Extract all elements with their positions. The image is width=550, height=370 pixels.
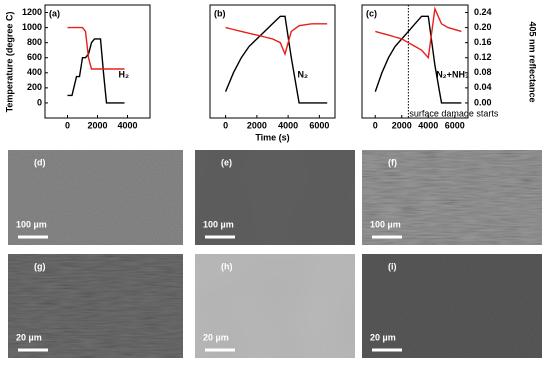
x-tick-label: 0 xyxy=(65,120,70,130)
x-tick-label: 4000 xyxy=(418,120,438,130)
y-tick-label: 0 xyxy=(37,97,42,107)
y2-tick-label: 0.04 xyxy=(474,82,492,92)
scale-text: 20 µm xyxy=(370,332,396,342)
panel-label: (a) xyxy=(49,8,60,18)
micrograph-image xyxy=(362,150,542,245)
y-tick-label: 1000 xyxy=(22,22,42,32)
y2-tick-label: 0.16 xyxy=(474,37,492,47)
x-tick-label: 0 xyxy=(223,120,228,130)
y2-tick-label: 0.12 xyxy=(474,52,492,62)
y2-tick-label: 0.08 xyxy=(474,67,492,77)
panel-label: (b) xyxy=(214,8,226,18)
y2-tick-label: 0.20 xyxy=(474,22,492,32)
gas-label: H₂ xyxy=(119,69,130,79)
panel-label: (c) xyxy=(366,8,377,18)
scale-text: 100 µm xyxy=(16,219,47,229)
gas-label: N₂ xyxy=(298,69,309,79)
data-line xyxy=(375,6,462,60)
data-line xyxy=(225,23,328,57)
micrograph-image xyxy=(362,254,542,358)
scale-text: 100 µm xyxy=(370,219,401,229)
plot-frame xyxy=(361,4,469,119)
plot-frame xyxy=(44,4,151,119)
data-line xyxy=(224,15,328,104)
x-tick-label: 2000 xyxy=(392,120,412,130)
annotation-text: surface damage starts xyxy=(409,108,499,118)
data-line xyxy=(67,38,125,104)
y-axis-label: Temperature (degree C) xyxy=(4,12,14,113)
scale-text: 20 µm xyxy=(16,332,42,342)
micrograph-image xyxy=(8,150,183,245)
x-tick-label: 2000 xyxy=(247,120,267,130)
x-axis-label: Time (s) xyxy=(255,132,289,142)
micrograph-image xyxy=(195,150,355,245)
micrograph-label: (g) xyxy=(34,261,46,271)
x-tick-label: 4000 xyxy=(278,120,298,130)
y-tick-label: 600 xyxy=(27,52,42,62)
micrograph-image xyxy=(195,254,355,358)
gas-label: N₂+NH₃ xyxy=(436,69,469,79)
micrograph-label: (i) xyxy=(388,261,397,271)
micrograph-image xyxy=(8,254,183,358)
micrograph-label: (f) xyxy=(388,157,397,167)
data-line xyxy=(374,15,462,104)
x-tick-label: 2000 xyxy=(87,120,107,130)
x-tick-label: 6000 xyxy=(309,120,329,130)
scale-text: 100 µm xyxy=(203,219,234,229)
y2-tick-label: 0.24 xyxy=(474,7,492,17)
micrograph-label: (e) xyxy=(221,157,232,167)
y2-tick-label: 0.00 xyxy=(474,97,492,107)
y-tick-label: 400 xyxy=(27,67,42,77)
data-line xyxy=(67,26,125,70)
plot-frame xyxy=(209,4,336,119)
y2-axis-label: 405 nm reflectance xyxy=(528,21,538,102)
micrograph-label: (d) xyxy=(34,157,46,167)
y-tick-label: 200 xyxy=(27,82,42,92)
x-tick-label: 4000 xyxy=(117,120,137,130)
micrograph-label: (h) xyxy=(221,261,233,271)
y-tick-label: 800 xyxy=(27,37,42,47)
y-tick-label: 1200 xyxy=(22,7,42,17)
scale-text: 20 µm xyxy=(203,332,229,342)
x-tick-label: 0 xyxy=(373,120,378,130)
x-tick-label: 6000 xyxy=(445,120,465,130)
